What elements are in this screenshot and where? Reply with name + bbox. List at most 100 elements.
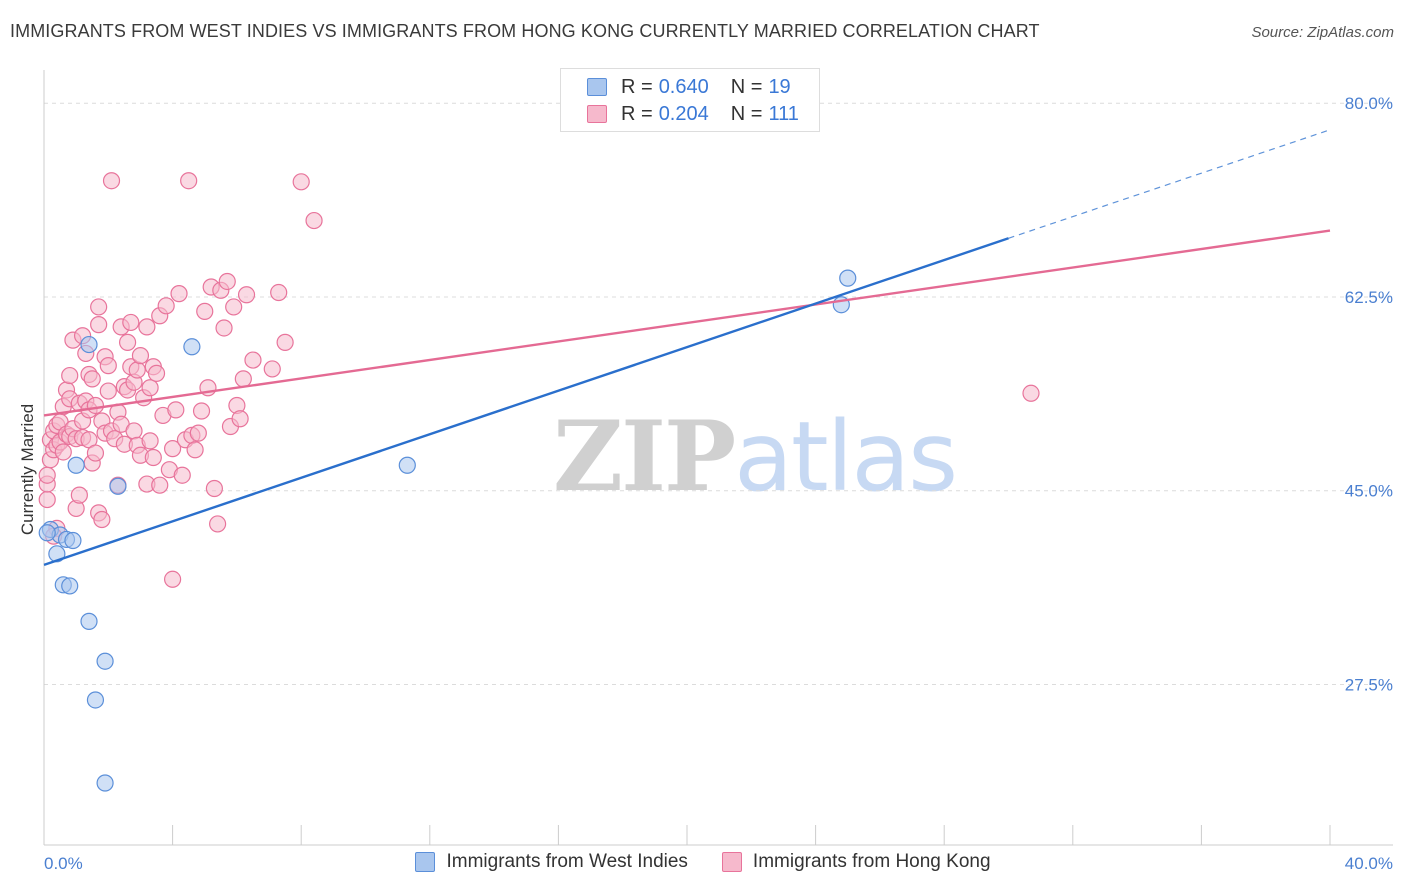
data-point-hong-kong [231, 410, 249, 428]
data-point-hong-kong [131, 347, 150, 365]
legend-swatch-blue [587, 78, 607, 96]
data-point-hong-kong [276, 333, 294, 351]
watermark-zip: ZIP [553, 400, 736, 513]
data-point-hong-kong [93, 510, 111, 529]
data-point-hong-kong [189, 424, 207, 442]
correlation-legend: R = 0.640 N = 19 R = 0.204 N = 111 [560, 68, 820, 132]
data-point-hong-kong [125, 422, 143, 440]
n-value: 111 [768, 102, 799, 125]
trend-extension-west-indies [1008, 129, 1331, 239]
legend-row-west-indies: R = 0.640 N = 19 [587, 75, 791, 99]
trend-line-west-indies [43, 237, 1009, 567]
data-point-west-indies [183, 338, 201, 356]
data-point-hong-kong [86, 396, 105, 415]
y-axis-title: Currently Married [18, 404, 37, 535]
x-tick-label: 40.0% [1345, 854, 1393, 873]
data-point-hong-kong [86, 444, 105, 462]
data-point-hong-kong [54, 443, 72, 461]
y-tick-label: 45.0% [1345, 482, 1393, 501]
data-point-hong-kong [186, 441, 204, 459]
data-point-hong-kong [151, 476, 169, 494]
data-point-west-indies [86, 691, 105, 709]
data-point-hong-kong [305, 211, 323, 230]
r-label: R = [621, 102, 653, 125]
data-point-hong-kong [263, 360, 281, 378]
data-point-hong-kong [1022, 384, 1040, 402]
n-label: N = [730, 102, 763, 125]
legend-label: Immigrants from Hong Kong [752, 851, 991, 872]
data-point-hong-kong [209, 515, 227, 533]
data-point-hong-kong [215, 319, 233, 337]
series-legend: Immigrants from West Indies Immigrants f… [0, 851, 1406, 873]
data-point-hong-kong [122, 313, 140, 332]
r-value: 0.204 [658, 102, 709, 125]
data-point-hong-kong [138, 318, 156, 336]
data-point-hong-kong [196, 302, 214, 320]
data-point-hong-kong [170, 285, 188, 303]
data-point-west-indies [109, 477, 127, 495]
data-point-hong-kong [141, 432, 159, 450]
x-tick-label: 0.0% [44, 854, 83, 873]
data-point-hong-kong [237, 286, 256, 304]
data-point-hong-kong [234, 370, 252, 388]
data-point-hong-kong [99, 357, 117, 375]
source-label: Source: ZipAtlas.com [1251, 24, 1394, 41]
data-point-hong-kong [205, 479, 223, 498]
data-point-hong-kong [61, 366, 79, 385]
data-point-hong-kong [38, 466, 56, 484]
data-point-hong-kong [164, 440, 182, 458]
legend-item-west-indies: Immigrants from West Indies [415, 851, 688, 873]
data-point-hong-kong [70, 486, 88, 504]
data-point-west-indies [38, 524, 56, 542]
n-label: N = [730, 75, 763, 98]
watermark-atlas: atlas [734, 401, 958, 513]
r-value: 0.640 [658, 75, 709, 98]
data-point-west-indies [839, 269, 857, 287]
watermark: ZIPatlas [553, 400, 958, 513]
data-point-west-indies [67, 456, 85, 474]
r-label: R = [621, 75, 653, 98]
data-point-west-indies [61, 577, 79, 595]
data-point-hong-kong [102, 172, 121, 190]
y-tick-label: 80.0% [1345, 94, 1393, 113]
legend-swatch-pink [587, 105, 607, 123]
data-point-hong-kong [173, 466, 191, 484]
data-point-hong-kong [147, 364, 166, 382]
data-point-west-indies [64, 531, 82, 550]
legend-label: Immigrants from West Indies [446, 851, 688, 872]
data-point-hong-kong [141, 379, 159, 397]
trend-line-hong-kong [43, 229, 1331, 417]
data-point-hong-kong [38, 490, 56, 509]
legend-swatch-blue [415, 852, 436, 872]
data-point-west-indies [80, 335, 98, 354]
data-point-hong-kong [118, 333, 137, 351]
data-point-west-indies [96, 774, 114, 792]
data-point-west-indies [80, 612, 98, 630]
legend-item-hong-kong: Immigrants from Hong Kong [721, 851, 991, 873]
data-point-hong-kong [83, 370, 101, 388]
data-point-hong-kong [244, 351, 262, 369]
data-point-hong-kong [128, 361, 146, 379]
data-point-hong-kong [144, 448, 162, 467]
legend-row-hong-kong: R = 0.204 N = 111 [587, 102, 799, 126]
data-point-hong-kong [270, 283, 288, 302]
y-tick-label: 62.5% [1345, 288, 1393, 307]
data-point-west-indies [96, 652, 114, 670]
n-value: 19 [768, 75, 791, 98]
data-point-hong-kong [157, 297, 175, 315]
data-point-west-indies [48, 545, 66, 563]
data-point-hong-kong [90, 298, 108, 316]
data-point-hong-kong [180, 172, 198, 190]
data-point-hong-kong [192, 402, 211, 420]
data-point-hong-kong [164, 570, 182, 588]
data-point-hong-kong [99, 382, 117, 400]
data-point-hong-kong [292, 173, 310, 191]
y-tick-label: 27.5% [1345, 675, 1393, 694]
legend-swatch-pink [721, 852, 742, 872]
data-point-hong-kong [167, 401, 185, 419]
data-point-hong-kong [218, 272, 236, 291]
data-point-hong-kong [225, 298, 243, 316]
data-point-west-indies [398, 456, 416, 474]
data-point-hong-kong [90, 316, 108, 334]
